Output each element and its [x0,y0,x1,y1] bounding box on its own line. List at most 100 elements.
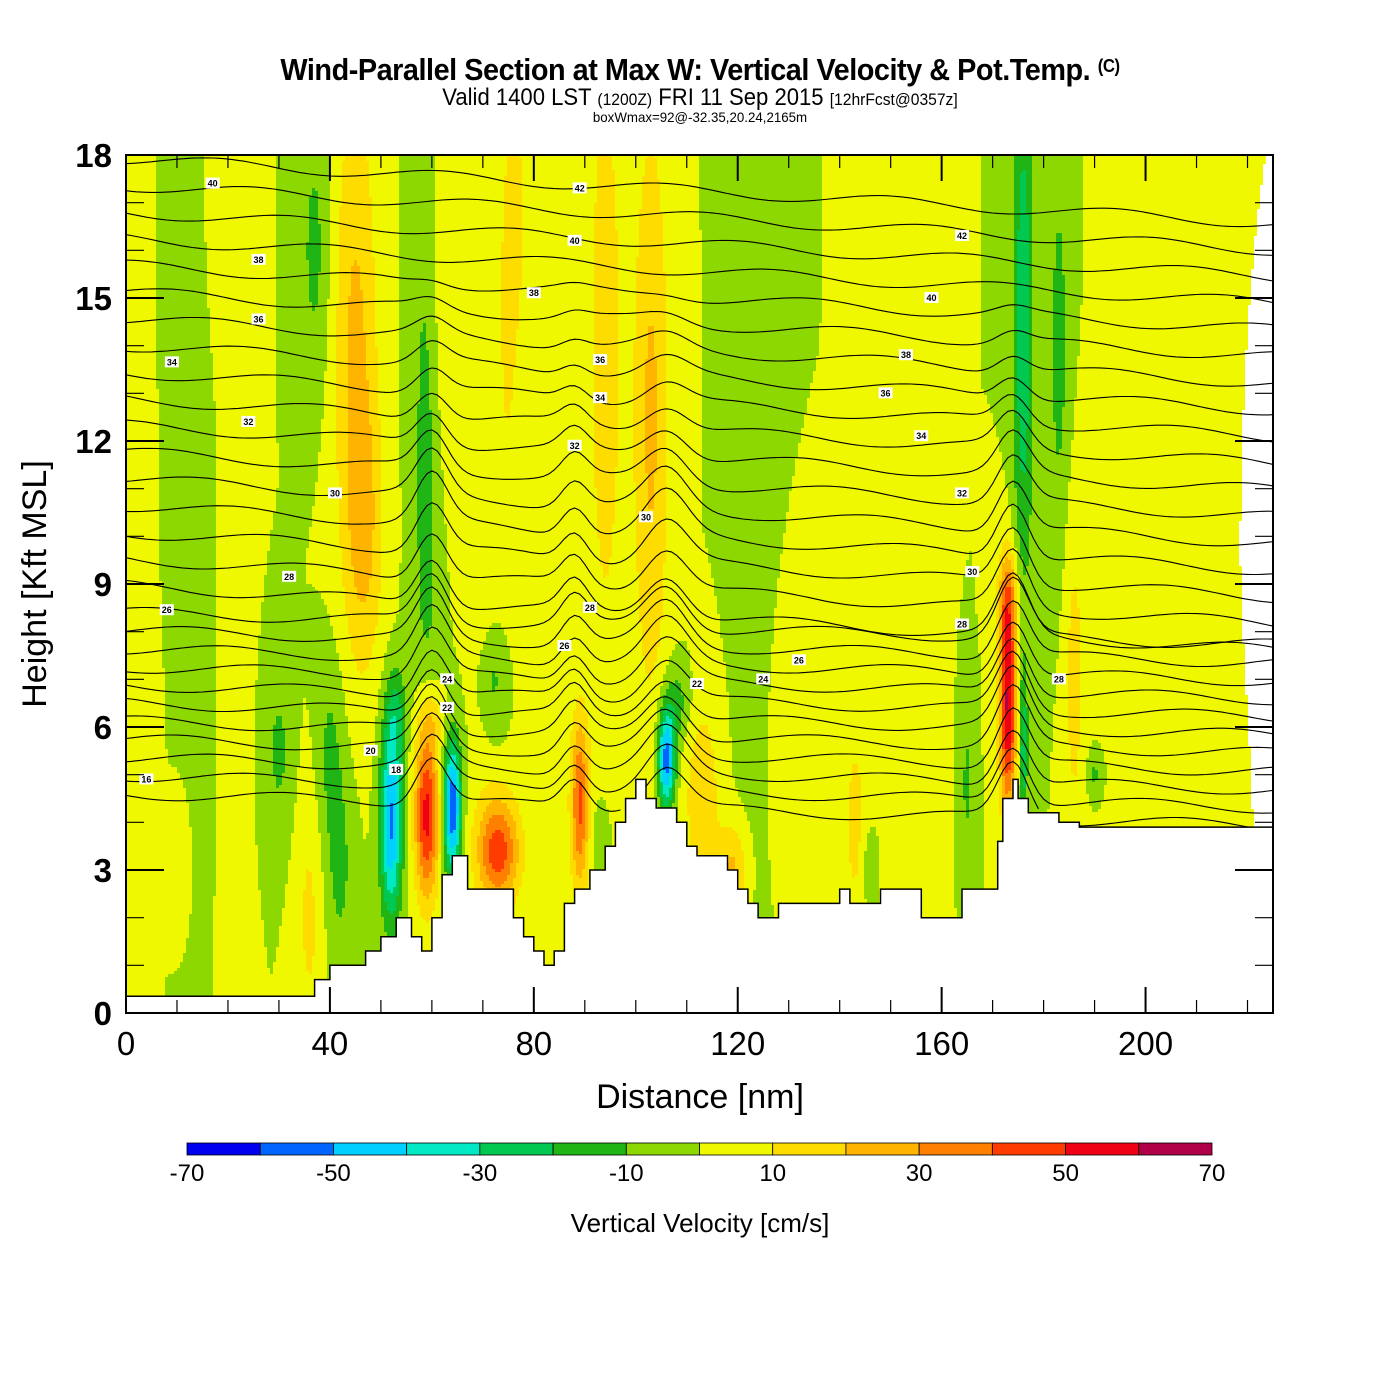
w-cell [1005,668,1011,671]
w-cell [1017,410,1029,413]
w-cell [1017,371,1029,374]
w-cell [375,638,390,641]
w-cell [1065,344,1080,347]
w-cell [1014,683,1017,686]
w-cell [339,227,372,230]
w-cell [159,509,216,512]
w-cell [1032,209,1083,212]
w-cell [417,404,429,407]
w-cell [342,674,381,677]
w-cell [399,464,417,467]
w-cell [420,548,432,551]
w-cell [276,356,327,359]
w-cell [345,596,357,599]
w-cell [645,380,657,383]
w-cell [822,320,981,323]
w-cell [1011,605,1014,608]
w-cell [1032,230,1083,233]
w-cell [312,524,339,527]
w-cell [399,407,417,410]
w-cell [435,245,501,248]
w-cell [666,476,702,479]
w-cell [351,551,372,554]
w-cell [981,227,1014,230]
w-cell [330,284,339,287]
w-cell [1020,428,1026,431]
w-cell [207,254,276,257]
w-cell [432,467,441,470]
w-cell [438,392,504,395]
w-cell [261,620,330,623]
w-cell [126,464,159,467]
w-cell [276,206,309,209]
w-cell [705,545,783,548]
w-cell [1014,656,1017,659]
w-cell [381,521,402,524]
w-cell [126,521,159,524]
w-cell [642,191,660,194]
w-cell [666,281,702,284]
w-cell [477,665,513,668]
w-cell [1062,578,1242,581]
w-cell [501,269,522,272]
w-cell [666,521,702,524]
w-cell [156,362,213,365]
w-cell [381,563,399,566]
w-cell [126,362,156,365]
w-cell [612,533,636,536]
w-cell [375,527,381,530]
w-cell [645,362,657,365]
w-cell [126,251,156,254]
w-cell [999,656,1002,659]
w-cell [351,287,360,290]
w-cell [810,386,981,389]
w-cell [309,290,318,293]
w-cell [309,272,318,275]
w-cell [447,533,597,536]
w-cell [1065,275,1083,278]
w-cell [126,173,156,176]
w-cell [654,668,666,671]
w-cell [654,356,666,359]
w-cell [780,560,966,563]
w-cell [657,431,666,434]
w-cell [372,476,381,479]
w-cell [636,263,663,266]
w-cell [510,407,594,410]
w-cell [339,656,354,659]
w-cell [1032,359,1053,362]
w-cell [513,389,594,392]
w-cell [822,161,981,164]
w-cell [399,242,435,245]
w-cell [1020,533,1029,536]
w-cell [207,260,276,263]
w-cell [666,392,702,395]
w-cell [348,623,378,626]
w-cell [126,305,156,308]
w-cell [342,683,381,686]
w-cell [663,239,702,242]
w-cell [126,164,156,167]
w-cell [432,455,441,458]
w-cell [615,512,636,515]
w-cell [702,251,822,254]
w-cell [618,320,636,323]
w-cell [618,389,633,392]
w-cell [156,224,204,227]
w-cell [663,593,714,596]
w-cell [156,287,207,290]
w-cell [1026,206,1032,209]
w-cell [126,665,162,668]
w-cell [954,677,981,680]
w-cell [1008,491,1017,494]
w-cell [618,443,633,446]
w-cell [369,389,378,392]
w-cell [348,500,375,503]
w-cell [654,341,666,344]
w-cell [1029,353,1032,356]
w-cell [321,428,336,431]
w-cell [429,371,438,374]
w-cell [699,215,822,218]
w-cell [1065,305,1080,308]
w-cell [216,485,279,488]
